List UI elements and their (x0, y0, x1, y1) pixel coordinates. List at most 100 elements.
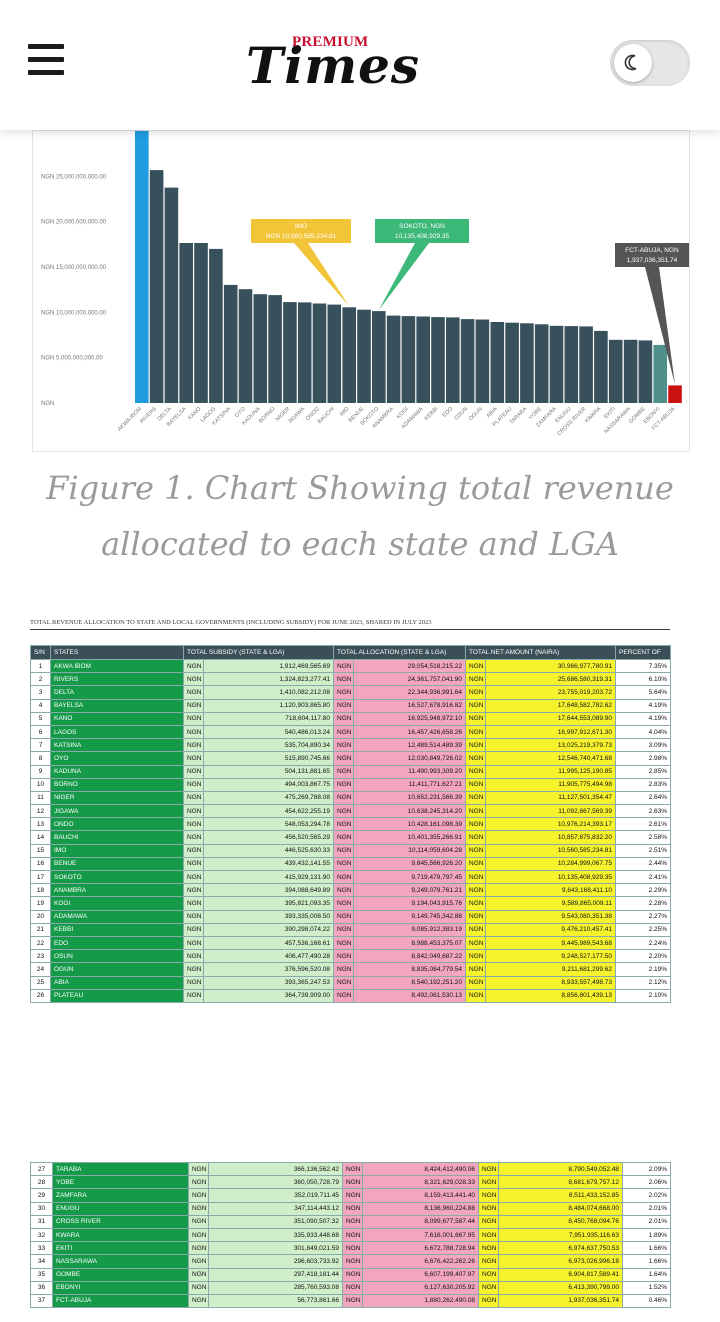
table-row: 34 NASSARAWA NGN 296,603,733.92 NGN 6,676,422… (30, 1254, 671, 1269)
site-logo[interactable]: Times PREMIUM (240, 30, 440, 100)
cell-currency: NGN (333, 790, 354, 806)
cell-net-amount: 9,543,080,351.38 (485, 909, 617, 924)
cell-currency: NGN (465, 949, 487, 964)
chart-bar (179, 243, 193, 403)
cell-currency: NGN (183, 856, 204, 872)
cell-subsidy: 301,849,021.59 (208, 1241, 343, 1256)
cell-net-amount: 9,643,168,411.10 (485, 883, 617, 898)
cell-allocation: 8,988,453,375.07 (352, 935, 467, 951)
cell-percent: 2.28% (615, 896, 672, 911)
cell-currency: NGN (465, 909, 487, 924)
chart-bar (594, 330, 608, 403)
cell-currency: NGN (465, 817, 487, 832)
chart-bar (283, 302, 297, 403)
y-tick-label: NGN 25,000,000,000.00 (41, 174, 107, 180)
chart-bar (312, 303, 327, 403)
cell-currency: NGN (188, 1227, 209, 1243)
cell-net-amount: 11,995,125,190.85 (485, 764, 617, 779)
cell-allocation: 22,344,936,991.64 (352, 685, 467, 700)
cell-currency: NGN (183, 658, 204, 674)
cell-percent: 2.25% (615, 922, 672, 937)
cell-currency: NGN (333, 685, 354, 700)
cell-sn: 16 (30, 856, 51, 872)
chart-bar (490, 322, 505, 403)
table-row: 26 PLATEAU NGN 364,739,909.00 NGN 8,492,061,5… (30, 988, 672, 1003)
cell-currency: NGN (183, 804, 204, 819)
cell-currency: NGN (478, 1241, 499, 1256)
cell-net-amount: 17,648,582,782.62 (485, 698, 617, 713)
table-row: 3 DELTA NGN 1,410,082,212.08 NGN 22,344,936,9… (30, 685, 672, 700)
chart-bar (505, 322, 519, 403)
cell-currency: NGN (333, 988, 354, 1003)
cell-currency: NGN (188, 1280, 209, 1295)
cell-allocation: 16,925,948,972.10 (352, 711, 467, 726)
cell-currency: NGN (465, 685, 487, 700)
cell-currency: NGN (333, 751, 354, 766)
cell-allocation: 24,361,757,041.90 (352, 672, 467, 687)
cell-allocation: 16,527,678,916.82 (352, 698, 467, 713)
cell-currency: NGN (333, 764, 354, 779)
table-row: 13 ONDO NGN 548,053,294.78 NGN 10,428,161,098… (30, 817, 672, 832)
cell-percent: 2.58% (615, 830, 672, 845)
y-tick-label: NGN 10,000,000,000.00 (41, 310, 107, 316)
cell-allocation: 9,149,745,342.88 (352, 909, 467, 924)
chart-bar (460, 319, 475, 403)
chart-bar (386, 315, 401, 403)
callout-text: NGN 10,560,585,234.81 (266, 233, 337, 240)
cell-subsidy: 540,486,013.24 (203, 724, 334, 740)
cell-net-amount: 6,904,817,589.41 (498, 1267, 623, 1282)
cell-sn: 33 (30, 1241, 53, 1256)
table-header-row: S/N STATES TOTAL SUBSIDY (STATE & LGA) T… (30, 645, 672, 660)
cell-subsidy: 56,773,861.66 (208, 1293, 343, 1309)
cell-sn: 17 (30, 869, 51, 885)
cell-currency: NGN (465, 777, 487, 792)
cell-currency: NGN (478, 1280, 499, 1295)
chart-bar (534, 324, 549, 403)
cell-currency: NGN (465, 738, 487, 753)
table-row: 16 BENUE NGN 439,432,141.55 NGN 9,845,566,926… (30, 856, 672, 872)
cell-currency: NGN (465, 975, 487, 990)
cell-sn: 18 (30, 883, 51, 898)
cell-sn: 30 (30, 1201, 53, 1216)
cell-currency: NGN (465, 698, 487, 713)
menu-icon[interactable] (28, 44, 64, 76)
table-row: 17 SOKOTO NGN 415,929,131.90 NGN 9,719,479,79… (30, 869, 672, 885)
moon-icon (624, 54, 637, 71)
cell-currency: NGN (183, 922, 204, 937)
chart-bar (638, 340, 653, 403)
cell-state: LAGOS (50, 724, 184, 740)
cell-currency: NGN (342, 1241, 363, 1256)
cell-percent: 2.44% (615, 856, 672, 872)
chart-bar (238, 289, 253, 403)
cell-percent: 2.29% (615, 883, 672, 898)
cell-currency: NGN (183, 975, 204, 990)
cell-currency: NGN (465, 896, 487, 911)
header-percent: PERCENT OF (615, 645, 672, 660)
cell-currency: NGN (465, 922, 487, 937)
cell-currency: NGN (333, 856, 354, 872)
cell-percent: 2.20% (615, 949, 672, 964)
table-row: 25 ABIA NGN 393,365,247.53 NGN 8,540,192,251.… (30, 975, 672, 990)
logo-times-text: Times (246, 36, 421, 95)
cell-state: BORNO (50, 777, 184, 792)
cell-sn: 11 (30, 790, 51, 806)
cell-net-amount: 25,686,580,319.31 (485, 672, 617, 687)
cell-state: ABIA (50, 975, 184, 990)
table-row: 6 LAGOS NGN 540,486,013.24 NGN 16,457,426,658… (30, 724, 672, 740)
cell-currency: NGN (188, 1161, 209, 1177)
table-row: 30 ENUGU NGN 347,114,443.12 NGN 8,136,960,224… (30, 1201, 671, 1216)
cell-currency: NGN (333, 975, 354, 990)
cell-subsidy: 457,536,168.61 (203, 935, 334, 951)
cell-percent: 2.27% (615, 909, 672, 924)
cell-allocation: 8,424,412,490.06 (362, 1161, 479, 1177)
cell-net-amount: 9,589,865,009.11 (485, 896, 617, 911)
table-row: 23 OSUN NGN 406,477,490.28 NGN 8,842,049,687.… (30, 949, 672, 964)
cell-currency: NGN (188, 1293, 209, 1309)
dark-mode-toggle[interactable] (610, 40, 690, 86)
x-tick-label: KWARA (584, 406, 603, 425)
cell-sn: 10 (30, 777, 51, 792)
x-tick-label: JIGAWA (287, 406, 306, 425)
chart-bar (357, 309, 371, 403)
cell-net-amount: 10,857,875,832.20 (485, 830, 617, 845)
cell-state: NIGER (50, 790, 184, 806)
